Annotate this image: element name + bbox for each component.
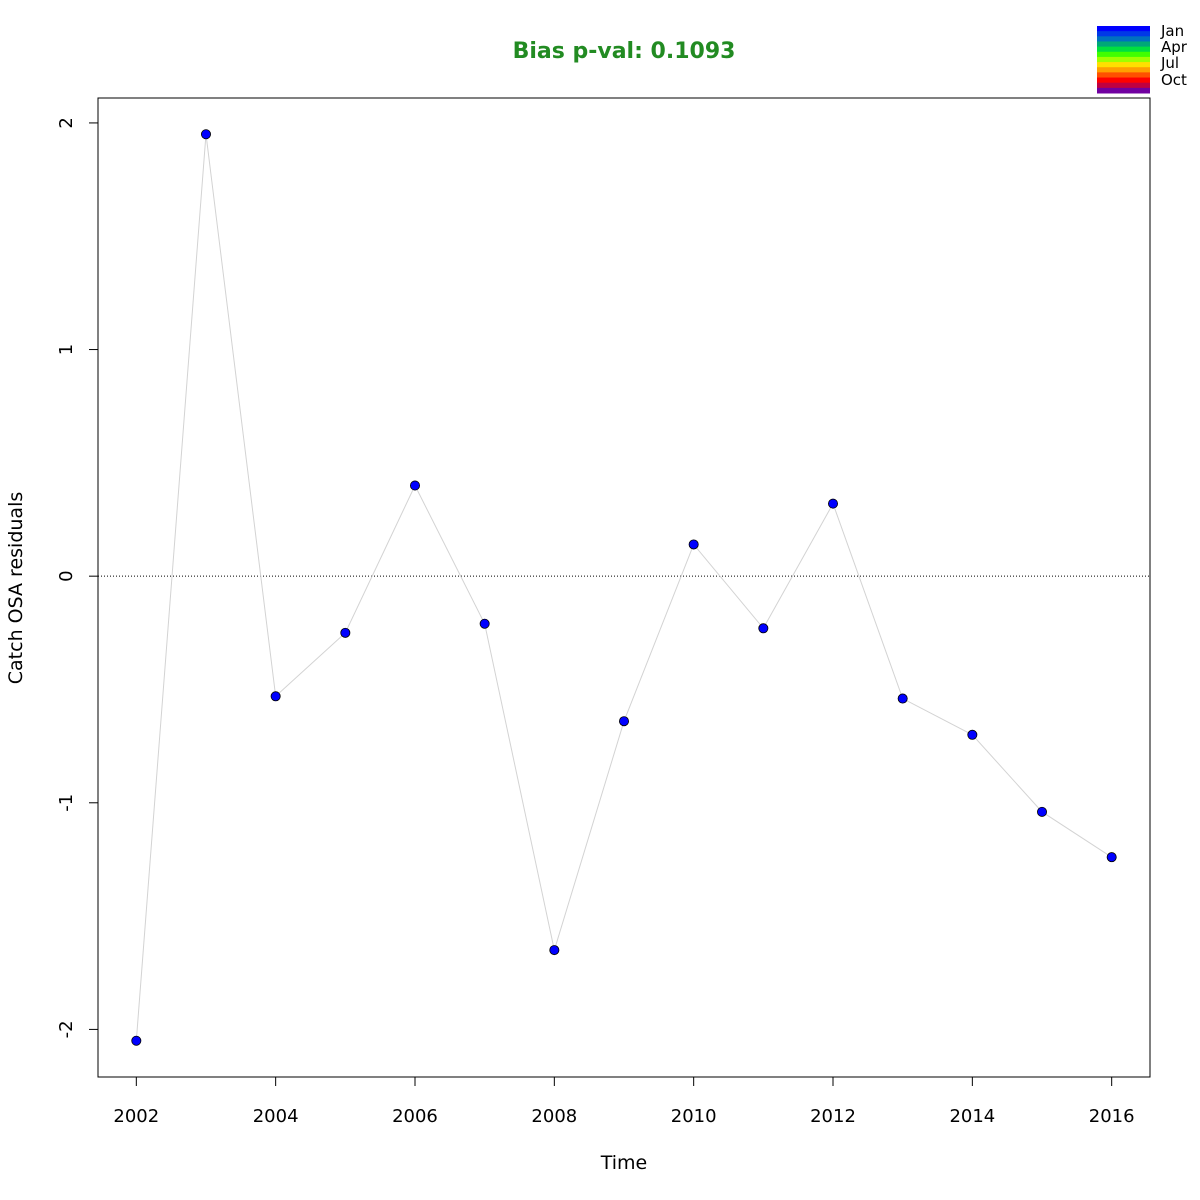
y-tick-label: -1 <box>56 794 77 812</box>
data-point <box>897 693 908 704</box>
series-line <box>135 134 1112 1041</box>
plot-frame <box>97 97 1151 1078</box>
chart-title: Bias p-val: 0.1093 <box>513 39 736 64</box>
data-point <box>479 618 490 629</box>
x-tick-label: 2008 <box>531 1106 577 1127</box>
legend-color-swatch <box>1097 36 1150 42</box>
legend-color-swatch <box>1097 41 1150 48</box>
legend-color-swatch <box>1097 51 1150 58</box>
y-tick-label: 0 <box>56 570 77 581</box>
x-tick-label: 2006 <box>392 1106 438 1127</box>
data-point <box>1106 852 1117 863</box>
data-point <box>409 480 420 491</box>
legend-color-swatch <box>1097 31 1150 37</box>
x-tick-label: 2004 <box>253 1106 299 1127</box>
x-tick-label: 2012 <box>810 1106 856 1127</box>
data-point <box>200 129 211 140</box>
y-tick-label: 2 <box>56 117 77 128</box>
legend-label: Oct <box>1161 71 1187 89</box>
legend-color-swatch <box>1097 77 1150 84</box>
x-axis-label: Time <box>600 1152 648 1174</box>
data-point <box>758 623 769 634</box>
legend-color-swatch <box>1097 87 1150 94</box>
y-tick-label: -2 <box>56 1020 77 1038</box>
legend-label: Apr <box>1161 38 1188 56</box>
legend-color-swatch <box>1097 72 1150 79</box>
legend-color-swatch <box>1097 67 1150 73</box>
legend-color-swatch <box>1097 46 1150 53</box>
x-axis: 2002 2004 2006 2008 2010 2012 2014 2016 <box>113 1077 1135 1127</box>
data-point <box>688 539 699 550</box>
points <box>131 129 1117 1046</box>
legend-color-swatch <box>1097 82 1150 89</box>
y-axis-label: Catch OSA residuals <box>5 492 27 684</box>
legend-color-swatch <box>1097 62 1150 68</box>
y-axis: -2 -1 0 1 2 <box>56 117 98 1038</box>
x-tick-label: 2014 <box>949 1106 995 1127</box>
data-point <box>1037 806 1048 817</box>
data-point <box>270 691 281 702</box>
data-point <box>131 1035 142 1046</box>
legend-color-swatch <box>1097 56 1150 63</box>
data-point <box>619 716 630 727</box>
y-tick-label: 1 <box>56 344 77 355</box>
legend-color-swatch <box>1097 26 1150 32</box>
data-point <box>967 729 978 740</box>
x-tick-label: 2002 <box>113 1106 159 1127</box>
legend-label: Jul <box>1160 54 1179 72</box>
data-point <box>828 498 839 509</box>
legend-label: Jan <box>1160 22 1184 40</box>
data-point <box>549 945 560 956</box>
x-tick-label: 2010 <box>671 1106 717 1127</box>
data-point <box>340 627 351 638</box>
x-tick-label: 2016 <box>1089 1106 1135 1127</box>
